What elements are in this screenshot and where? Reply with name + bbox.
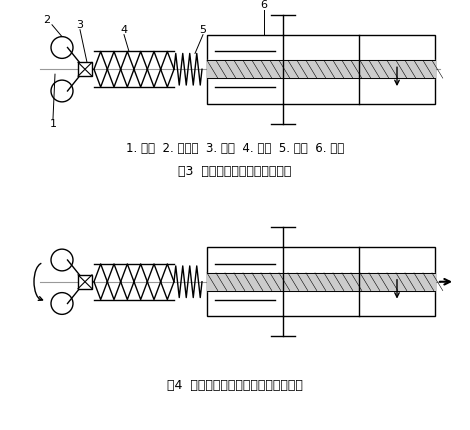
Text: 3: 3 [77,20,84,30]
Bar [78,275,92,289]
Text: 2: 2 [43,15,51,25]
Text: 图4  方向阀在卷筒正常工作转速的示意: 图4 方向阀在卷筒正常工作转速的示意 [167,379,303,392]
Bar [207,35,435,104]
Text: 图3  方向阀在卷筒零转速的示意: 图3 方向阀在卷筒零转速的示意 [178,165,292,178]
Text: 4: 4 [120,25,127,35]
Text: 6: 6 [260,0,267,10]
Bar [207,247,435,316]
Text: 1: 1 [49,119,56,129]
Text: 5: 5 [199,25,206,35]
Text: 1. 转轴  2. 小钙球  3. 转臂  4. 阀芯  5. 弹簧  6. 阀体: 1. 转轴 2. 小钙球 3. 转臂 4. 阀芯 5. 弹簧 6. 阀体 [126,142,344,155]
Bar [78,62,92,76]
